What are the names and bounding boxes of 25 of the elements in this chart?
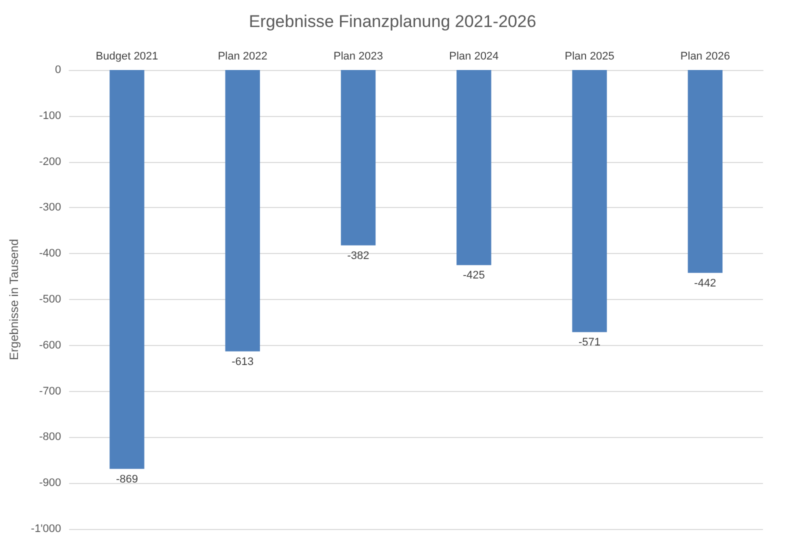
y-tick-label: 0 (55, 64, 62, 76)
y-tick-label: -500 (39, 294, 62, 306)
x-tick-label: Plan 2024 (449, 50, 499, 62)
y-tick-label: -400 (39, 248, 62, 260)
y-tick-label: -100 (39, 110, 62, 122)
x-tick-label: Plan 2026 (680, 50, 730, 62)
data-label: -425 (462, 270, 485, 282)
y-axis-title: Ergebnisse in Tausend (7, 238, 21, 360)
y-tick-label: -900 (39, 477, 62, 490)
y-tick-label: -200 (39, 156, 62, 168)
x-tick-label: Budget 2021 (96, 50, 158, 62)
data-label: -442 (694, 277, 716, 290)
y-tick-label: -600 (39, 339, 62, 352)
data-label: -869 (116, 473, 138, 486)
y-tick-label: -1'000 (30, 523, 62, 535)
y-tick-label: -300 (39, 202, 62, 214)
data-label: -613 (232, 356, 254, 368)
data-label: -382 (347, 250, 370, 262)
x-tick-label: Plan 2025 (564, 50, 614, 62)
x-tick-label: Plan 2022 (218, 50, 268, 62)
chart-title: Ergebnisse Finanzplanung 2021-2026 (248, 12, 536, 31)
y-tick-label: -800 (39, 431, 62, 444)
data-label: -571 (578, 336, 601, 349)
y-tick-label: -700 (39, 385, 62, 398)
x-tick-label: Plan 2023 (333, 50, 384, 62)
